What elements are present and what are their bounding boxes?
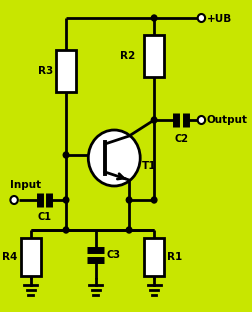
Text: Output: Output — [206, 115, 247, 125]
Circle shape — [197, 116, 204, 124]
Circle shape — [88, 130, 140, 186]
Circle shape — [197, 14, 204, 22]
Bar — [143, 35, 164, 77]
Text: C3: C3 — [106, 250, 120, 260]
Text: R1: R1 — [166, 252, 182, 262]
Text: Input: Input — [10, 180, 41, 190]
Circle shape — [63, 227, 69, 233]
Circle shape — [63, 197, 69, 203]
Circle shape — [10, 196, 18, 204]
Circle shape — [126, 227, 131, 233]
Text: +UB: +UB — [206, 14, 231, 24]
Text: C2: C2 — [173, 134, 187, 144]
Text: R4: R4 — [3, 252, 18, 262]
Circle shape — [151, 197, 156, 203]
Text: T1: T1 — [142, 161, 156, 171]
Text: R2: R2 — [120, 51, 135, 61]
Text: C1: C1 — [38, 212, 51, 222]
Circle shape — [151, 117, 156, 123]
Circle shape — [151, 15, 156, 21]
Bar — [56, 50, 76, 92]
Bar — [143, 238, 164, 276]
Text: R3: R3 — [38, 66, 53, 76]
Circle shape — [63, 152, 69, 158]
Circle shape — [126, 197, 131, 203]
Bar — [20, 238, 41, 276]
